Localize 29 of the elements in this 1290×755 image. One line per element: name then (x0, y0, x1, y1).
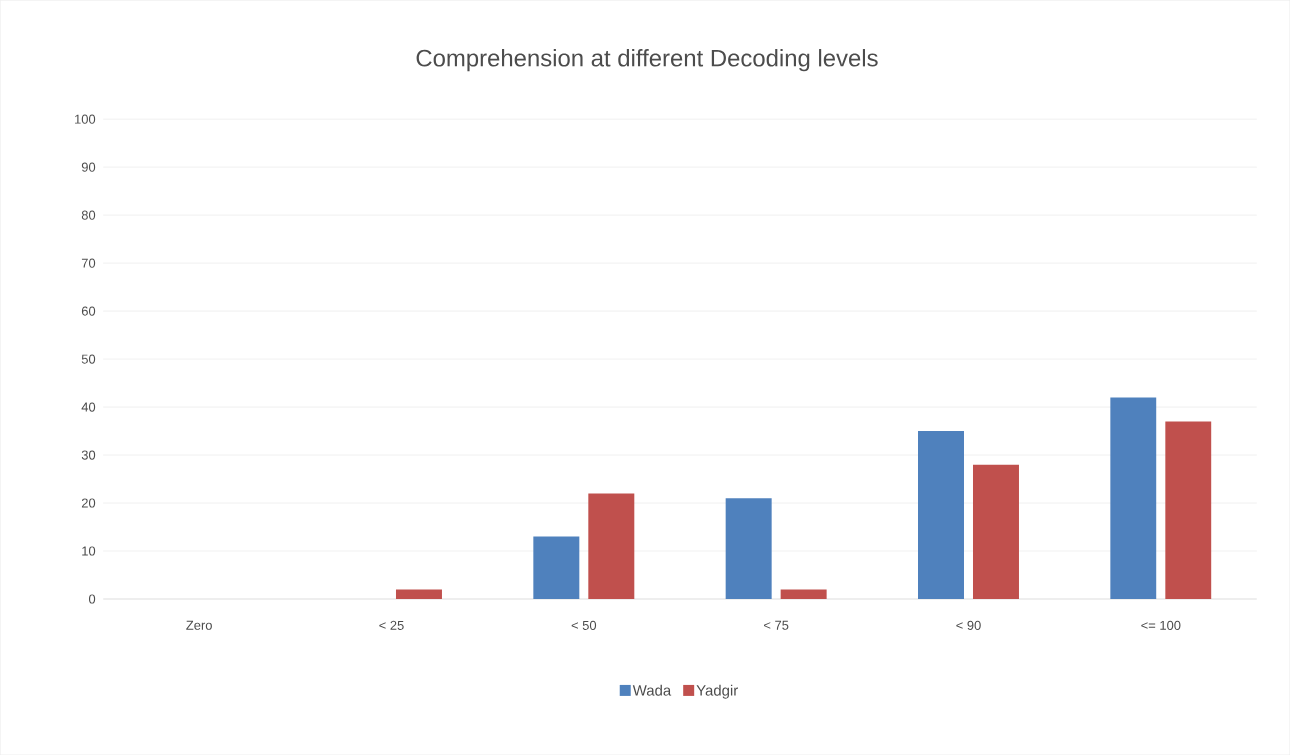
y-tick-label: 60 (81, 306, 96, 316)
y-tick-label: 10 (82, 546, 96, 556)
y-tick-label: 70 (81, 258, 96, 268)
legend-label: Yadgir (696, 684, 738, 699)
bar (588, 493, 635, 599)
bar (972, 464, 1019, 599)
y-tick-label: 80 (81, 210, 96, 220)
bar (1110, 397, 1157, 599)
x-tick-label: < 90 (956, 620, 981, 630)
y-tick-label: 50 (81, 354, 96, 364)
bar (533, 536, 580, 599)
y-tick-label: 90 (81, 162, 96, 172)
legend-label: Wada (632, 684, 672, 696)
bar (395, 589, 442, 599)
y-tick-label: 40 (81, 402, 96, 412)
x-tick-label: < 25 (379, 620, 404, 630)
x-tick-label: <= 100 (1141, 620, 1181, 630)
chart-title: Comprehension at different Decoding levels (416, 48, 878, 72)
bar (725, 498, 772, 599)
x-tick-label: < 75 (764, 620, 789, 630)
bar (1165, 421, 1212, 599)
x-tick-label: Zero (186, 620, 212, 630)
bar (918, 430, 964, 599)
y-tick-label: 30 (81, 450, 96, 460)
y-tick-label: 100 (75, 114, 96, 124)
y-tick-label: 0 (88, 594, 96, 604)
bar (780, 589, 827, 599)
y-tick-label: 20 (81, 498, 96, 508)
x-tick-label: < 50 (571, 620, 597, 630)
